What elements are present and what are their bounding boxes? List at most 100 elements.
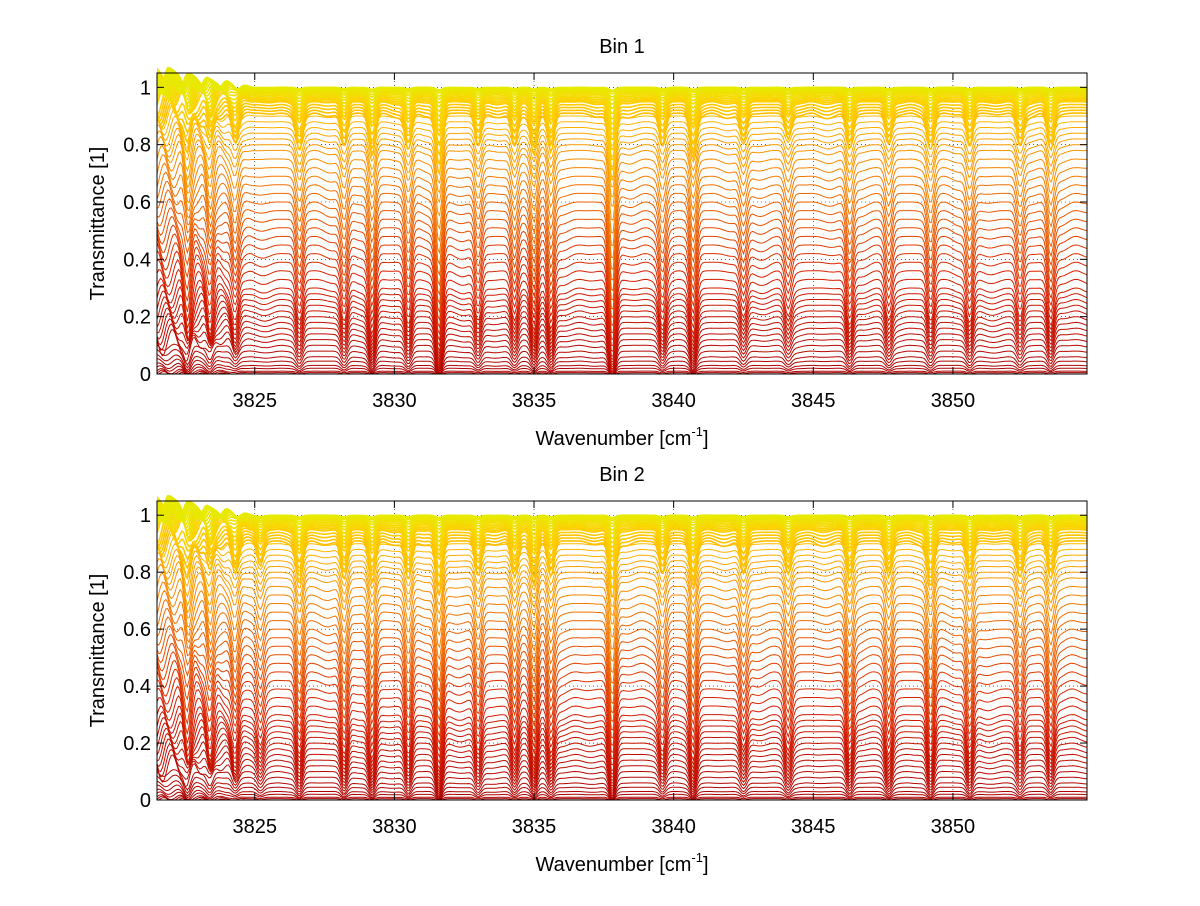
spectrum-trace [157, 794, 1087, 800]
axes-box [156, 500, 1088, 801]
spectrum-trace [157, 784, 1087, 800]
y-tick-label: 0.6 [123, 619, 151, 641]
spectrum-trace [157, 354, 1087, 374]
y-tick-label: 0.4 [123, 676, 151, 698]
spectrum-trace [157, 522, 1087, 580]
spectrum-trace [157, 722, 1087, 781]
ticks: 3825 3830 3835 3840 3845 3850 0 0.2 0.4 0.6 0.8 1 [123, 501, 1087, 838]
spectrum-trace [157, 754, 1087, 795]
spectrum-trace [157, 695, 1087, 766]
x-axis-label: Wavenumber [cm-1] [535, 424, 708, 450]
spectrum-trace [157, 323, 1087, 374]
spectrum-trace [157, 118, 1087, 178]
chart-title: Bin 2 [599, 464, 645, 486]
spectrum-trace [157, 171, 1087, 259]
spectrum-trace [157, 259, 1087, 347]
x-axis-label-end: ] [703, 428, 709, 450]
spectrum-trace [157, 224, 1087, 319]
y-tick-label: 0.8 [123, 562, 151, 584]
spectrum-trace [157, 162, 1087, 247]
x-tick-label: 3830 [372, 390, 417, 412]
spectrum-trace [157, 368, 1087, 374]
spectrum-trace [157, 557, 1087, 617]
spectrum-trace [157, 343, 1087, 374]
spectrum-trace [157, 296, 1087, 366]
spectrum-trace [157, 650, 1087, 731]
spectrum-trace [157, 72, 1087, 115]
spectrum-trace [157, 290, 1087, 363]
spectrum-trace [157, 572, 1087, 638]
spectrum-trace [157, 283, 1087, 361]
x-axis-label-end: ] [703, 854, 709, 876]
spectrum-trace [157, 124, 1087, 188]
spectrum-trace [157, 710, 1087, 775]
spectrum-trace [157, 207, 1087, 301]
spectrum-trace [157, 608, 1087, 684]
x-tick-label: 3845 [791, 816, 836, 838]
x-tick-label: 3825 [232, 390, 277, 412]
spectrum-trace [157, 67, 1087, 101]
axes-box [156, 72, 1088, 375]
spectrum-trace [157, 788, 1087, 800]
spectrum-trace [157, 727, 1087, 784]
spectrum-trace [157, 774, 1087, 798]
x-axis-label-superscript: -1 [691, 850, 703, 865]
spectrum-trace [157, 101, 1087, 181]
ticks: 3825 3830 3835 3840 3845 3850 0 0.2 0.4 0.6 0.8 1 [123, 73, 1087, 412]
spectrum-trace [157, 89, 1087, 141]
spectrum-trace [157, 494, 1087, 523]
x-tick-label: 3835 [512, 816, 557, 838]
spectrum-trace [157, 716, 1087, 778]
spectrum-trace [157, 198, 1087, 292]
y-tick-label: 1 [140, 505, 151, 527]
spectrum-trace [157, 525, 1087, 589]
spectrum-trace [157, 516, 1087, 562]
spectrum-trace [157, 313, 1087, 372]
spectrum-trace [157, 362, 1087, 374]
spectrum-trace [157, 738, 1087, 789]
x-axis-label-text: Wavenumber [cm [535, 854, 691, 876]
traces [157, 66, 1087, 374]
spectrum-trace [157, 503, 1087, 549]
spectrum-trace [157, 743, 1087, 791]
spectrum-trace [157, 154, 1087, 234]
y-tick-label: 1 [140, 77, 151, 99]
spectrum-trace [157, 95, 1087, 161]
spectrum-trace [157, 358, 1087, 374]
spectrum-trace [157, 659, 1087, 739]
spectrum-trace [157, 498, 1087, 536]
spectrum-trace [157, 348, 1087, 374]
y-tick-label: 0.6 [123, 192, 151, 214]
spectrum-trace [157, 135, 1087, 207]
x-tick-label: 3840 [651, 390, 696, 412]
spectrum-trace [157, 77, 1087, 130]
spectrum-trace [157, 92, 1087, 151]
spectrum-trace [157, 130, 1087, 198]
spectrum-trace [157, 277, 1087, 357]
spectrum-trace [157, 780, 1087, 799]
spectrum-trace [157, 563, 1087, 625]
spectrum-trace [157, 634, 1087, 714]
y-tick-label: 0.4 [123, 249, 151, 271]
y-tick-label: 0.2 [123, 733, 151, 755]
spectrum-trace [157, 616, 1087, 695]
spectrum-trace [157, 552, 1087, 608]
spectrum-trace [157, 268, 1087, 353]
x-tick-label: 3825 [232, 816, 277, 838]
spectrum-trace [157, 75, 1087, 125]
spectrum-trace [157, 505, 1087, 553]
y-tick-label: 0 [140, 364, 151, 386]
spectrum-trace [157, 145, 1087, 221]
spectrum-trace [157, 502, 1087, 544]
x-tick-label: 3830 [372, 816, 417, 838]
spectrum-trace [157, 581, 1087, 650]
spectrum-trace [157, 66, 1087, 95]
spectrum-trace [157, 301, 1087, 368]
x-tick-label: 3835 [512, 390, 557, 412]
y-axis-label: Transmittance [1] [87, 147, 109, 301]
spectrum-trace [157, 598, 1087, 674]
spectrum-trace [157, 624, 1087, 705]
x-tick-label: 3845 [791, 390, 836, 412]
y-tick-label: 0.8 [123, 135, 151, 157]
spectrum-trace [157, 528, 1087, 598]
